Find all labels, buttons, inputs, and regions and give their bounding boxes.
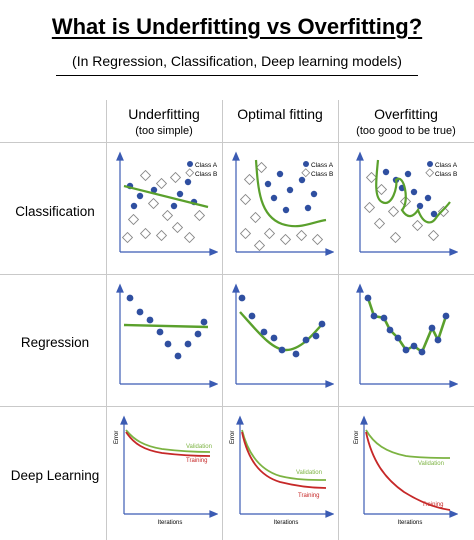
column-header-overfitting: Overfitting (too good to be true) [338, 106, 474, 137]
class-a-points [126, 178, 198, 210]
row-header-classification: Classification [15, 204, 95, 219]
class-b-points [239, 161, 324, 252]
classification-overfitting-plot: Class A Class B [356, 151, 458, 256]
legend-class-a: Class A [195, 162, 218, 169]
legend-class-a: Class A [311, 162, 334, 169]
legend-class-b: Class B [435, 171, 457, 178]
regression-optimal-plot [232, 283, 334, 388]
column-note: (too simple) [135, 125, 193, 137]
page-subtitle: (In Regression, Classification, Deep lea… [72, 53, 402, 69]
axes [120, 415, 218, 518]
grid-divider [0, 406, 474, 407]
grid-divider [0, 274, 474, 275]
classification-optimal-plot: Class A Class B [232, 151, 334, 256]
classification-underfitting-plot: Class A Class B [116, 151, 218, 256]
column-header-optimal: Optimal fitting [222, 106, 338, 122]
subtitle-underline [56, 49, 418, 76]
column-title: Overfitting [374, 106, 438, 122]
data-points [126, 294, 208, 360]
fit-curve [366, 297, 448, 354]
deep-learning-optimal-plot: Error Iterations Validation Training [230, 415, 334, 526]
axes [232, 151, 334, 256]
legend: Class A Class B [185, 161, 218, 178]
x-axis-label: Iterations [398, 520, 423, 526]
y-axis-label: Error [114, 431, 120, 444]
legend: Class A Class B [425, 161, 458, 178]
validation-label: Validation [296, 470, 322, 476]
axes [236, 415, 334, 518]
training-label: Training [186, 458, 207, 464]
grid-divider [222, 100, 223, 540]
data-points [238, 294, 326, 358]
class-b-points [363, 171, 450, 244]
y-axis-label: Error [230, 431, 236, 444]
regression-overfitting-plot [356, 283, 458, 388]
regression-underfitting-plot [116, 283, 218, 388]
training-curve [365, 431, 451, 511]
validation-curve [125, 429, 211, 453]
axes [356, 151, 458, 256]
legend-class-a: Class A [435, 162, 458, 169]
axes [356, 283, 458, 388]
column-title: Optimal fitting [237, 106, 323, 122]
data-points [364, 294, 450, 356]
deep-learning-underfitting-plot: Error Iterations Validation Training [114, 415, 218, 526]
column-title: Underfitting [128, 106, 200, 122]
axes [232, 283, 334, 388]
fit-line [123, 184, 209, 209]
legend: Class A Class B [301, 161, 334, 178]
class-b-points [121, 169, 206, 244]
row-header-regression: Regression [20, 335, 90, 350]
validation-curve [241, 429, 327, 481]
legend-class-b: Class B [311, 171, 333, 178]
training-label: Training [422, 502, 443, 508]
y-axis-label: Error [354, 431, 360, 444]
x-axis-label: Iterations [158, 520, 183, 526]
axes [116, 151, 218, 256]
deep-learning-overfitting-plot: Error Iterations Validation Training [354, 415, 458, 526]
training-curve [125, 431, 211, 457]
axes [116, 283, 218, 388]
grid-divider [0, 142, 474, 143]
grid-divider [106, 100, 107, 540]
comparison-grid: Underfitting (too simple) Optimal fittin… [0, 100, 474, 540]
page-title: What is Underfitting vs Overfitting? [51, 14, 423, 39]
validation-label: Validation [186, 444, 212, 450]
axes [360, 415, 458, 518]
training-label: Training [298, 493, 319, 499]
fit-boundary [375, 159, 451, 224]
validation-label: Validation [418, 461, 444, 467]
column-header-underfitting: Underfitting (too simple) [106, 106, 222, 137]
class-a-points [264, 170, 318, 214]
fit-line [123, 323, 209, 329]
row-header-deep-learning: Deep Learning [10, 468, 100, 483]
grid-divider [338, 100, 339, 540]
x-axis-label: Iterations [274, 520, 299, 526]
legend-class-b: Class B [195, 171, 217, 178]
column-note: (too good to be true) [356, 125, 456, 137]
validation-curve [365, 429, 451, 459]
training-curve [241, 431, 327, 489]
fit-boundary [254, 159, 327, 228]
